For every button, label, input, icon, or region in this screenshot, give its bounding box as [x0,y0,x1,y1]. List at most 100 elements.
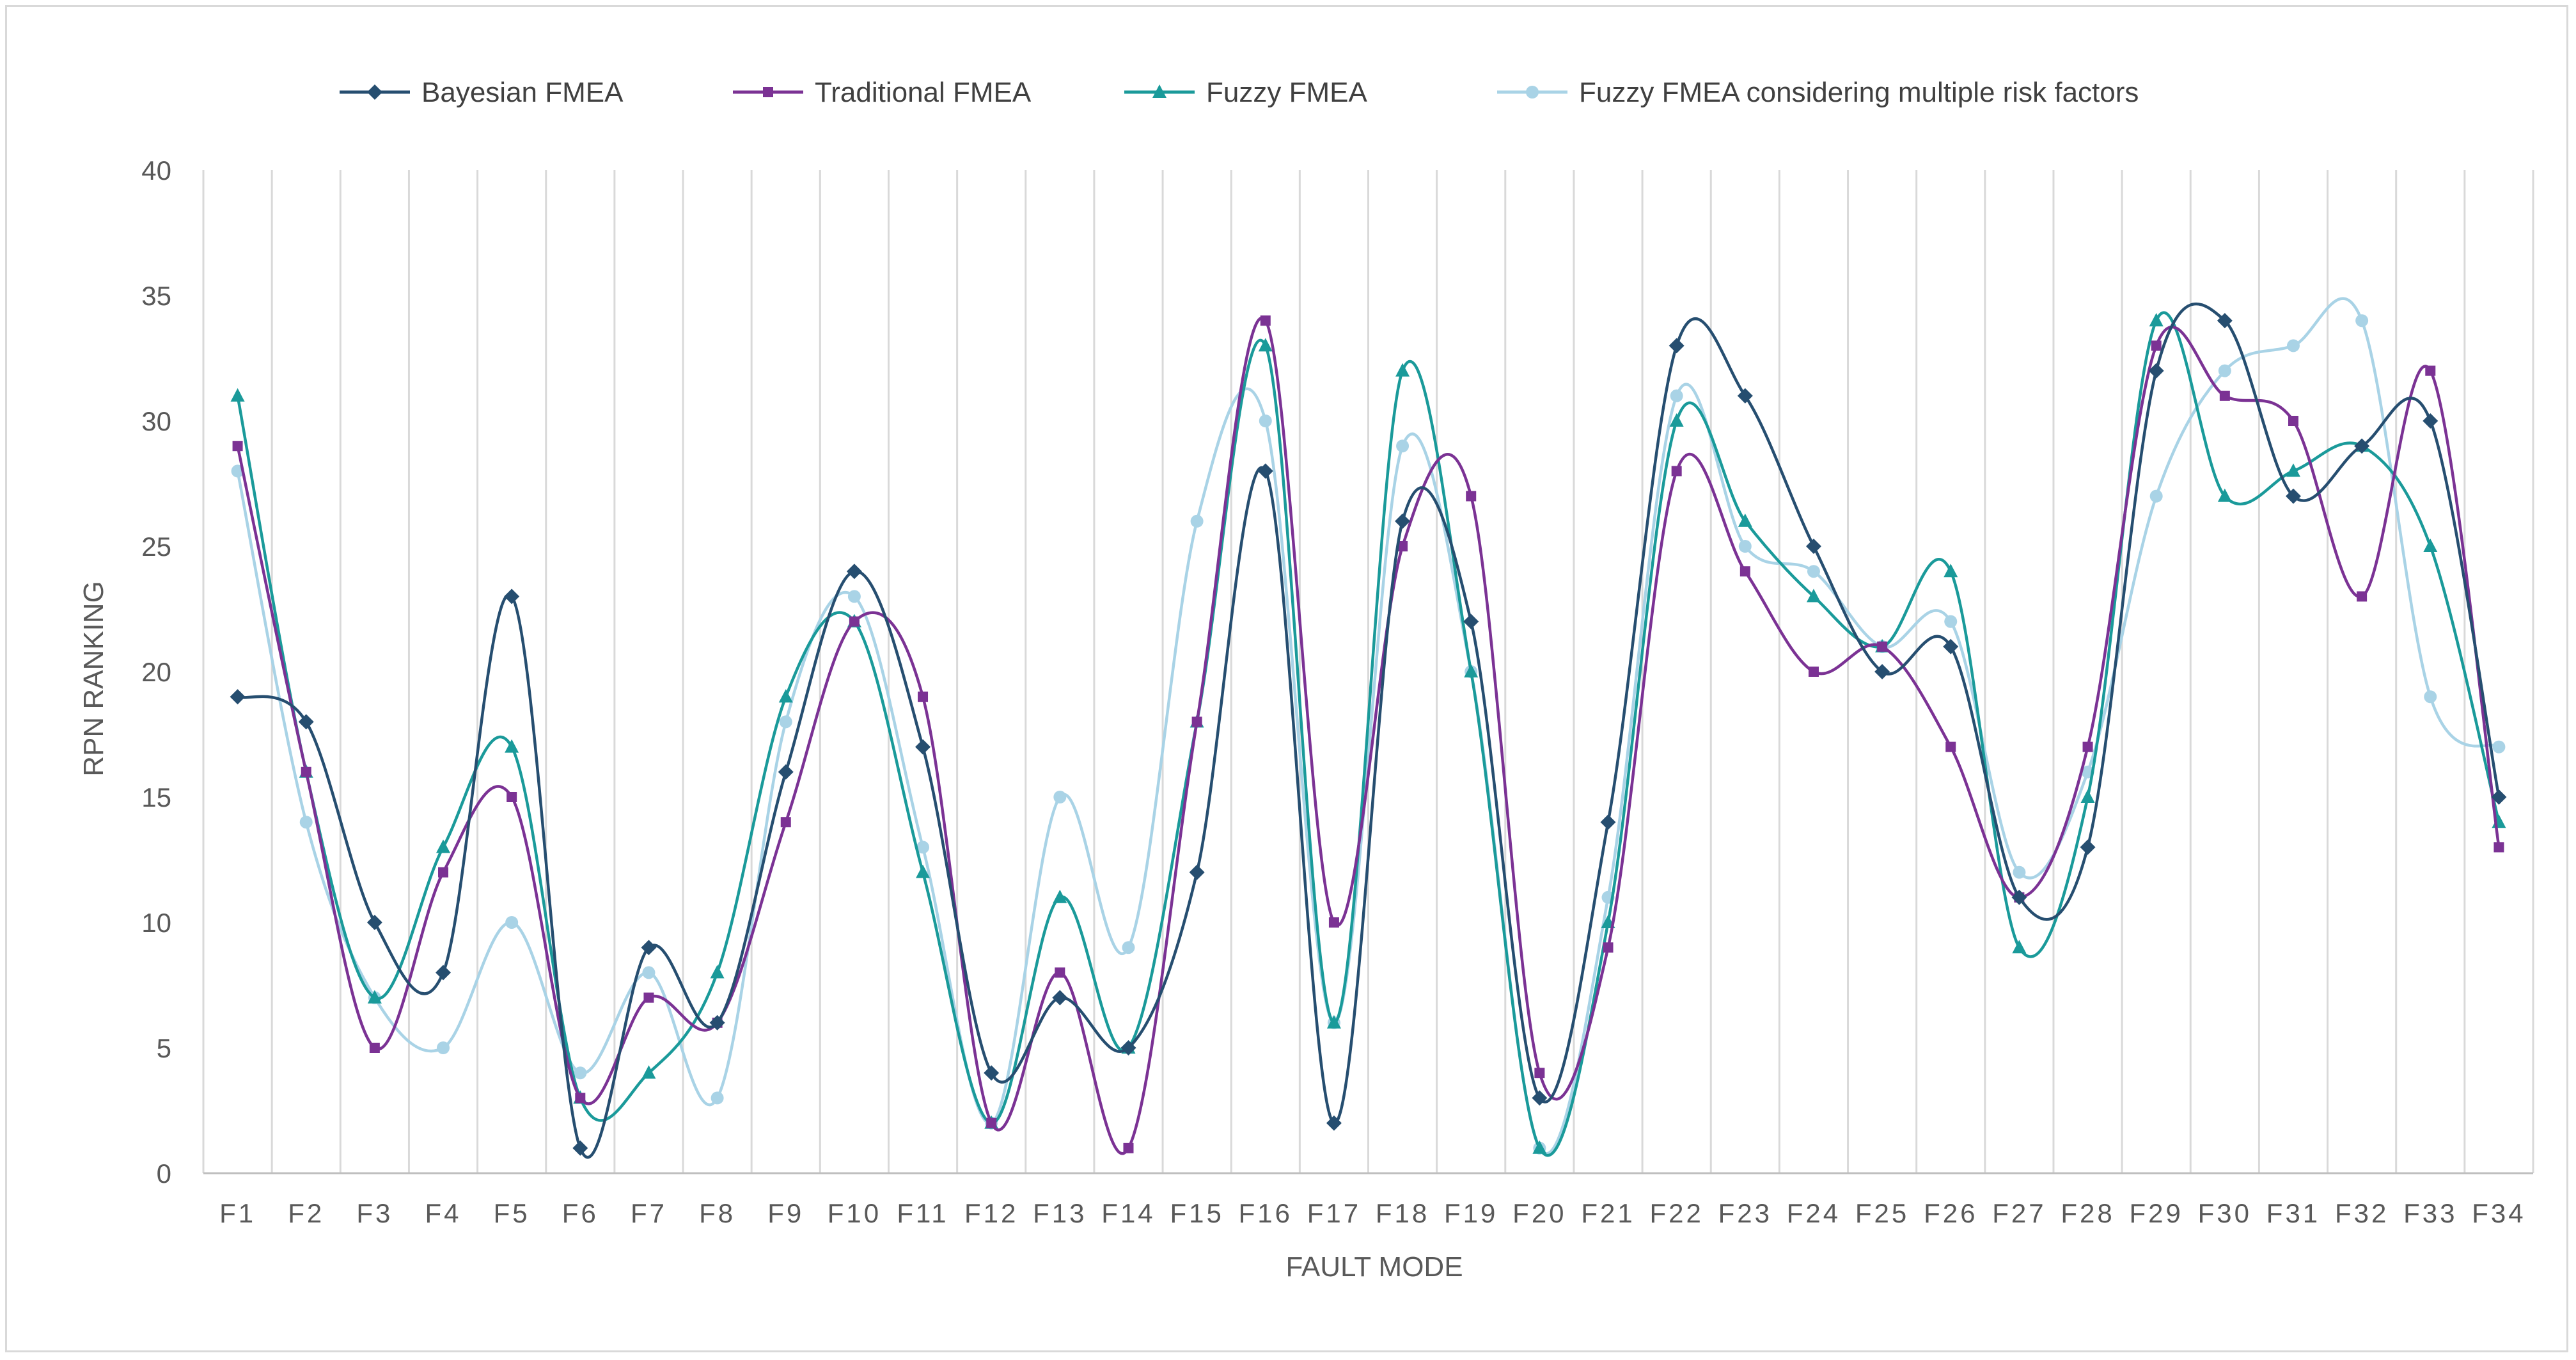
data-point [2423,539,2438,552]
data-point [232,441,243,452]
data-point [1395,513,1411,529]
x-tick-label: F19 [1444,1198,1498,1228]
data-point [1328,917,1339,928]
data-point [1053,889,1067,903]
data-point [2149,489,2163,503]
data-point [504,589,520,605]
x-tick-label: F15 [1170,1198,1223,1228]
data-point [2285,488,2301,504]
data-point [846,564,862,580]
y-tick-label: 30 [141,406,171,436]
x-axis-title: FAULT MODE [1285,1251,1463,1283]
data-point [366,915,382,930]
data-point [1877,641,1888,652]
x-tick-label: F23 [1718,1198,1772,1228]
x-tick-label: F14 [1101,1198,1155,1228]
x-tick-label: F1 [219,1198,256,1228]
legend-item: Bayesian FMEA [340,77,624,108]
data-point [369,1043,380,1053]
legend-swatch-marker [1526,86,1539,99]
data-point [2425,365,2436,376]
data-point [505,739,519,753]
y-axis-title: RPN RANKING [78,581,109,777]
data-point [1396,439,1410,453]
gridlines [202,170,2534,1173]
chart-frame: 0 5 10 15 20 25 30 35 40 F1 F2 F3 F4 F5 F6 F7 F8 F9 F10 F11… [5,5,2568,1352]
x-tick-label: F5 [494,1198,530,1228]
x-tick-label: F31 [2266,1198,2320,1228]
x-tick-label: F17 [1307,1198,1361,1228]
data-point [2217,313,2233,329]
data-point [437,1041,450,1054]
data-point [1737,388,1753,404]
x-tick-label: F34 [2472,1198,2525,1228]
data-point [1532,1140,1547,1154]
data-point [2357,591,2368,602]
y-tick-label: 20 [141,657,171,687]
data-point [507,792,517,802]
y-tick-label: 10 [141,908,171,938]
data-point [1738,540,1752,553]
data-point [436,965,452,981]
data-point [1258,338,1273,352]
x-tick-label: F8 [699,1198,735,1228]
data-point [2286,339,2300,352]
x-tick-label: F4 [425,1198,462,1228]
data-point [2492,740,2506,754]
x-tick-label: F26 [1924,1198,1977,1228]
data-point [1464,664,1479,677]
x-tick-label: F7 [631,1198,667,1228]
data-point [1943,638,1959,654]
data-point [1944,615,1958,628]
data-point [1738,513,1752,527]
data-point [1326,1015,1341,1029]
series-layer [230,297,2507,1158]
y-tick-label: 40 [141,155,171,186]
data-point [642,966,656,979]
x-tick-label: F3 [356,1198,393,1228]
data-point [847,590,861,603]
data-point [2355,314,2369,328]
data-point [1945,741,1956,752]
data-point [1055,967,1065,978]
data-point [916,864,931,878]
legend-swatch-marker [367,84,382,100]
data-point [1123,1143,1134,1153]
legend-item: Fuzzy FMEA [1124,77,1367,108]
data-point [505,916,519,929]
data-point [436,839,451,853]
data-point [367,990,382,1004]
data-point [2354,438,2370,454]
x-tick-label: F11 [897,1198,948,1228]
data-point [2218,364,2231,377]
legend-label: Traditional FMEA [815,77,1032,108]
data-point [1534,1068,1545,1079]
data-point [709,1015,725,1031]
data-point [2217,488,2232,502]
y-tick-label: 0 [157,1158,171,1189]
data-point [2286,463,2300,477]
data-point [986,1118,997,1128]
data-point [298,714,314,730]
data-point [849,616,860,627]
x-tick-label: F20 [1512,1198,1566,1228]
data-point [1807,565,1820,578]
data-point [1805,539,1821,554]
data-point [779,715,792,729]
data-point [572,1140,588,1156]
axes: 0 5 10 15 20 25 30 35 40 F1 F2 F3 F4 F5 F6 F7 F8 F9 F10 F11… [141,155,2533,1228]
data-point [1466,491,1477,502]
y-tick-label: 25 [141,532,171,562]
data-point [2424,690,2437,704]
data-point [778,689,793,703]
data-point [1053,791,1067,803]
x-tick-label: F24 [1787,1198,1841,1228]
data-point [230,388,245,402]
data-point [1463,613,1479,629]
data-point [918,692,929,702]
series-1 [230,302,2507,1158]
y-tick-label: 15 [141,782,171,812]
y-tick-label: 5 [157,1033,171,1063]
data-point [1326,1115,1342,1131]
data-point [1669,413,1684,427]
